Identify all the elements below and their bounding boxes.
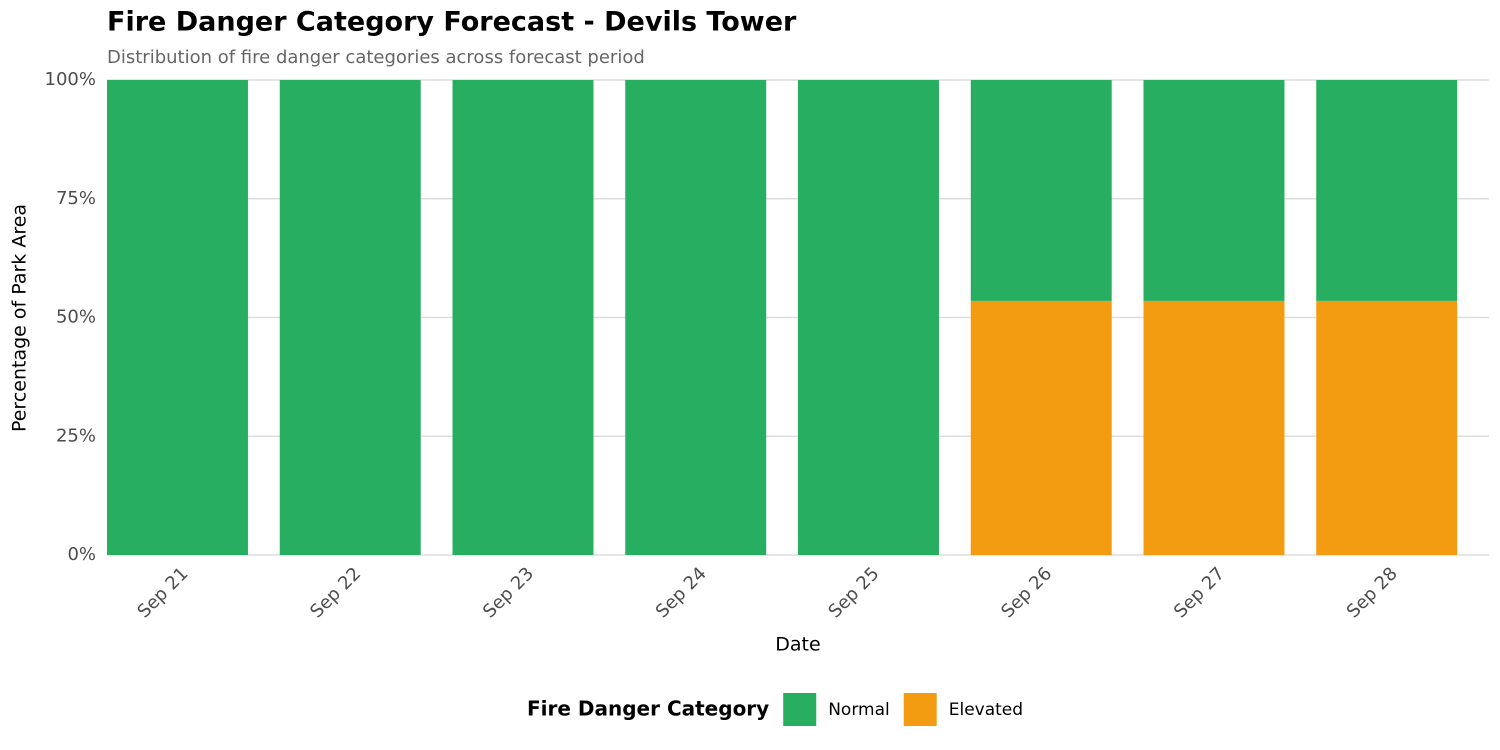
bar-segment <box>1316 300 1458 555</box>
y-tick-label: 100% <box>45 69 96 90</box>
bar-segment <box>279 80 421 555</box>
x-tick-label: Sep 27 <box>1170 563 1229 622</box>
legend: Fire Danger Category Normal Elevated <box>527 693 1023 726</box>
bar-segment <box>107 80 248 555</box>
x-tick-label: Sep 23 <box>479 563 538 622</box>
y-axis-title: Percentage of Park Area <box>9 204 31 432</box>
x-tick-label: Sep 21 <box>133 563 192 622</box>
bar-segment <box>1143 300 1285 555</box>
bar-segment <box>625 80 767 555</box>
legend-title: Fire Danger Category <box>527 697 769 721</box>
y-tick-label: 0% <box>67 544 96 565</box>
chart-title: Fire Danger Category Forecast - Devils T… <box>107 7 797 38</box>
x-tick-label: Sep 28 <box>1343 563 1402 622</box>
x-tick-label: Sep 26 <box>997 563 1056 622</box>
legend-swatch <box>783 693 817 726</box>
bars <box>107 80 1458 555</box>
bar-segment <box>1143 80 1285 301</box>
legend-label: Normal <box>828 700 890 720</box>
bar-segment <box>798 80 939 555</box>
x-tick-label: Sep 22 <box>306 563 365 622</box>
bar-segment <box>970 80 1112 301</box>
x-tick-label: Sep 24 <box>652 563 711 622</box>
y-tick-label: 25% <box>56 425 96 446</box>
x-axis-title: Date <box>775 634 820 656</box>
legend-swatch <box>903 693 937 726</box>
y-tick-label: 75% <box>56 188 96 209</box>
bar-segment <box>452 80 594 555</box>
y-tick-label: 50% <box>56 307 96 328</box>
bar-segment <box>1316 80 1458 301</box>
bar-segment <box>970 300 1112 555</box>
x-tick-label: Sep 25 <box>824 563 883 622</box>
chart-subtitle: Distribution of fire danger categories a… <box>107 47 645 68</box>
legend-label: Elevated <box>949 700 1023 720</box>
